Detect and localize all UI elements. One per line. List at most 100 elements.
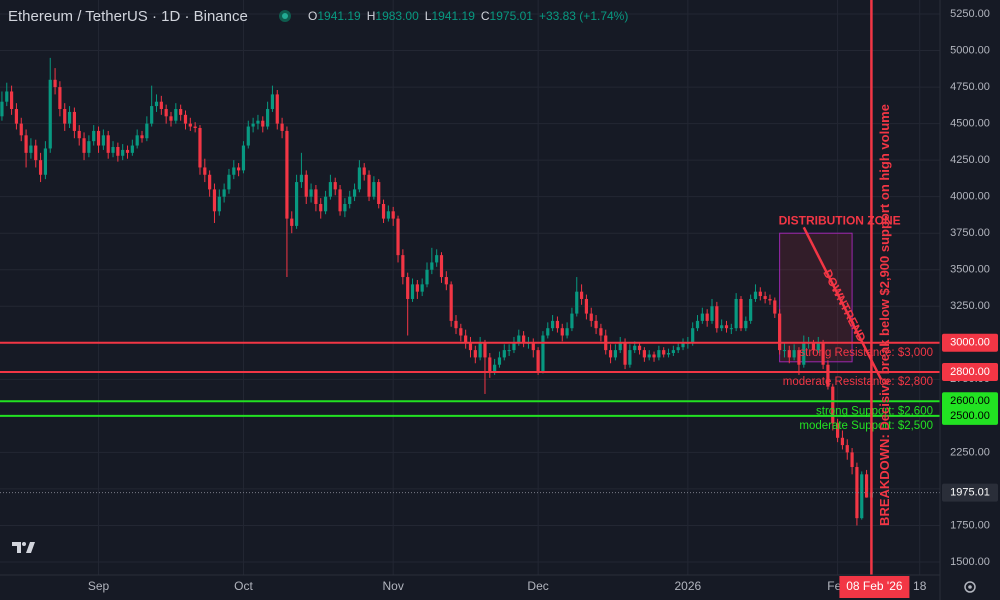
candle-body	[304, 174, 308, 197]
candle-body	[125, 149, 130, 153]
candle-body	[362, 167, 366, 175]
candle-body	[77, 130, 81, 139]
candle-body	[662, 350, 666, 355]
candle-body	[497, 357, 502, 365]
trendline	[802, 226, 883, 380]
candle-body	[5, 91, 9, 102]
candle-body	[666, 353, 671, 355]
candle-body	[459, 328, 463, 336]
date-badge	[839, 576, 910, 598]
candle-body	[565, 328, 569, 336]
candle-body	[720, 325, 724, 329]
candle-body	[710, 306, 714, 321]
y-tick-label: 3250.00	[950, 300, 990, 312]
last-price-badge	[942, 483, 998, 502]
candle-body	[502, 350, 506, 358]
candle-body	[546, 328, 550, 336]
candle-body	[647, 354, 651, 358]
y-tick-label: 5250.00	[950, 8, 990, 20]
level-label: moderate Support: $2,500	[799, 420, 933, 432]
candle-body	[570, 313, 574, 329]
settings-icon[interactable]	[964, 581, 976, 593]
candle-body	[778, 313, 782, 351]
candle-body	[386, 211, 390, 219]
candle-body	[860, 474, 864, 519]
candle-body	[232, 167, 236, 175]
candle-body	[594, 320, 598, 329]
candle-body	[159, 101, 163, 110]
candle-body	[67, 111, 72, 124]
candle-body	[773, 300, 777, 314]
candle-body	[72, 111, 76, 131]
field-key: C	[481, 9, 490, 23]
candle-body	[449, 284, 453, 321]
field-value: 1983.00	[375, 9, 419, 23]
candle-body	[575, 291, 579, 314]
price-badge-label: 3000.00	[950, 337, 990, 349]
candle-body	[299, 174, 304, 183]
candle-body	[246, 126, 250, 146]
candle-body	[203, 167, 207, 175]
candle-body	[845, 445, 849, 453]
candle-body	[391, 211, 395, 219]
candle-body	[633, 345, 637, 351]
level-label: strong Support: $2,600	[816, 405, 933, 417]
candle-body	[106, 135, 110, 153]
candle-body	[377, 182, 381, 204]
candle-body	[483, 342, 487, 358]
field-key: O	[308, 9, 317, 23]
plot	[0, 57, 874, 526]
candle-body	[333, 182, 337, 190]
status-dot	[282, 13, 288, 19]
candle-body	[34, 145, 38, 161]
candle-body	[734, 298, 738, 329]
candle-body	[256, 120, 260, 124]
candle-body	[512, 342, 516, 351]
candle-body	[584, 298, 589, 314]
event-label: BREAKDOWN: Decisive break below $2,900 s…	[877, 104, 892, 526]
candle-body	[227, 174, 231, 190]
candle-body	[435, 255, 439, 263]
candle-body	[724, 325, 729, 329]
candle-body	[251, 123, 255, 127]
candle-body	[768, 298, 772, 301]
candle-body	[850, 452, 854, 468]
candle-body	[522, 335, 526, 343]
candle-body	[19, 123, 23, 136]
grid	[0, 0, 940, 575]
gear[interactable]	[964, 581, 976, 593]
y-tick-label: 2250.00	[950, 446, 990, 458]
gear-center[interactable]	[968, 585, 972, 589]
ohlc-legend: O1941.19 H1983.00 L1941.19 C1975.01 +33.83 (…	[308, 9, 628, 23]
candle-body	[96, 130, 101, 146]
y-tick-label: 4000.00	[950, 191, 990, 203]
candle-body	[787, 350, 791, 358]
price-badge	[942, 333, 998, 352]
candle-body	[671, 350, 675, 354]
y-tick-label: 1500.00	[950, 556, 990, 568]
candle-body	[294, 182, 299, 226]
candle-body	[468, 342, 473, 351]
candle-body	[198, 128, 202, 168]
candle-body	[270, 94, 275, 110]
candle-body	[715, 306, 719, 329]
candle-body	[396, 218, 400, 256]
field-key: H	[367, 9, 376, 23]
y-tick-label: 3500.00	[950, 264, 990, 276]
candle-body	[174, 109, 178, 121]
candle-body	[241, 145, 246, 171]
candle-body	[266, 109, 270, 127]
candle-body	[623, 342, 627, 365]
candle-body	[323, 196, 328, 212]
candle-body	[314, 189, 318, 204]
candle-body	[811, 342, 816, 351]
candle-body	[116, 147, 120, 156]
candle-body	[410, 284, 415, 299]
candle-body	[464, 335, 468, 343]
candle-body	[367, 174, 371, 197]
logo-mark	[12, 542, 35, 553]
candle-body	[58, 87, 62, 110]
candle-body	[642, 350, 646, 358]
candle-body	[82, 138, 86, 153]
